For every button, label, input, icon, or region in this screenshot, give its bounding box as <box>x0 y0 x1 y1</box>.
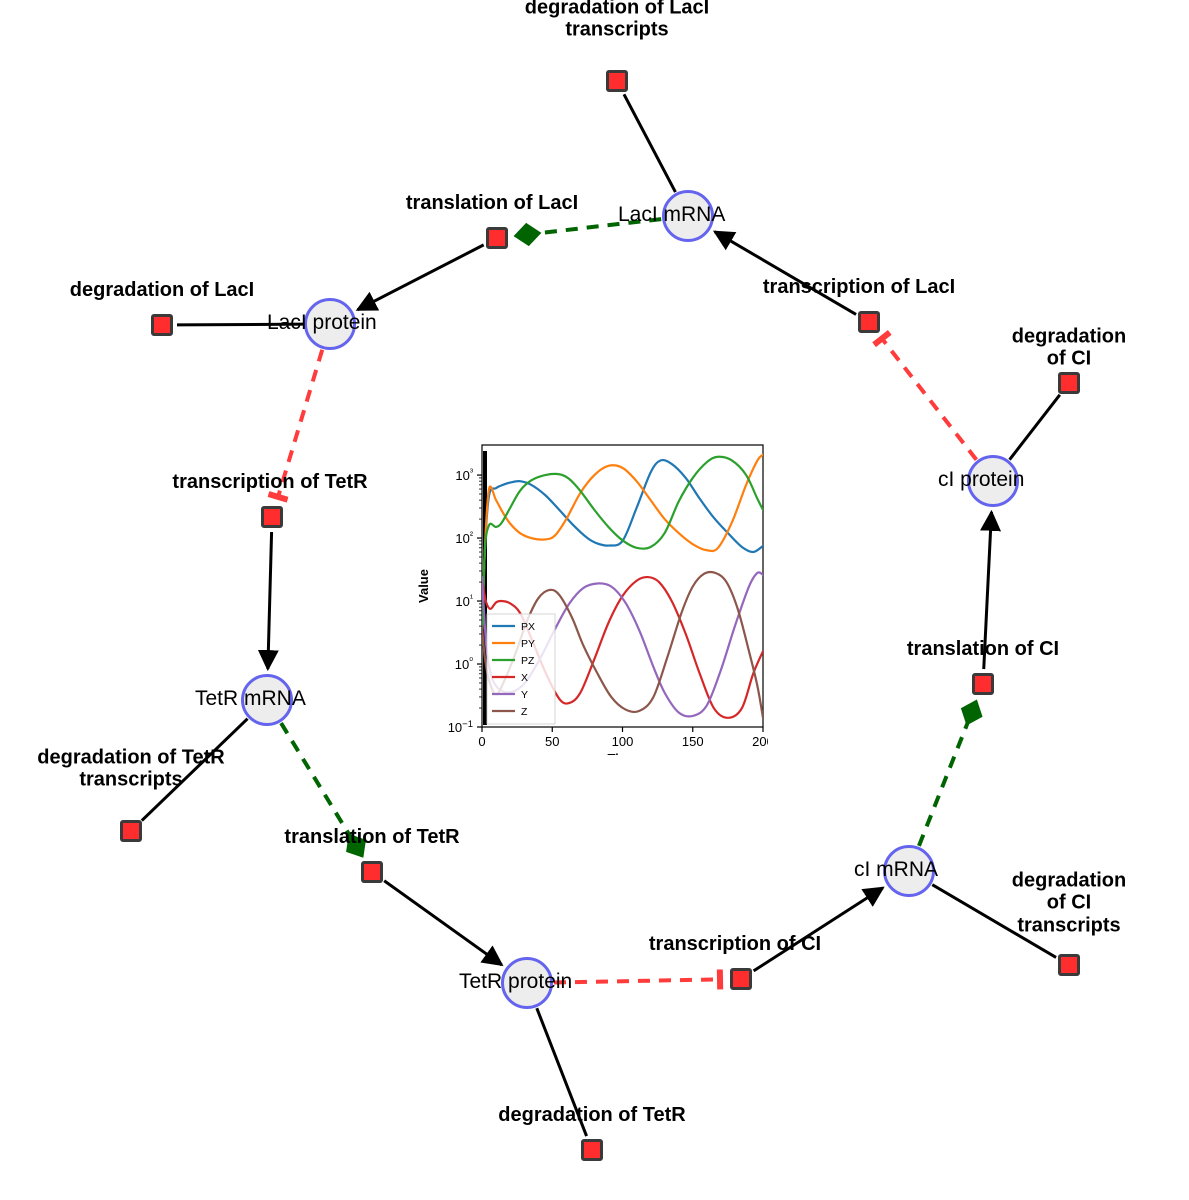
edge-deg_ci-to-ci_protein <box>1008 393 1061 461</box>
chart-xtick-label: 50 <box>545 734 559 749</box>
species-label-ci_mrna: cI mRNA <box>854 858 938 881</box>
species-node-laci_mrna[interactable] <box>662 190 714 242</box>
chart-ytick-label: 10¹ <box>455 593 473 610</box>
chart-legend-label-PX: PX <box>521 621 535 633</box>
reaction-node-deg_laci[interactable] <box>151 314 173 336</box>
reaction-node-deg_tetr[interactable] <box>581 1139 603 1161</box>
chart-xtick-label: 100 <box>612 734 634 749</box>
reaction-label-deg_tetr: degradation of TetR <box>498 1103 686 1126</box>
reaction-label-transl_tetr: translation of TetR <box>284 825 460 848</box>
chart-ytick-label: 10² <box>455 530 473 547</box>
edge-ci_mrna-to-deg_ci_transcripts <box>931 883 1057 959</box>
timecourse-plot: 10−1 10⁰ 10¹ 10² 10³ 0 50 100 150 200 Time Value PX P… <box>410 437 768 755</box>
edge-tetr_protein-to-transc_ci <box>553 969 724 990</box>
reaction-node-transl_laci[interactable] <box>486 227 508 249</box>
reaction-node-deg_laci_transcripts[interactable] <box>606 70 628 92</box>
chart-ytick-label: 10⁰ <box>455 656 473 673</box>
edge-ci_mrna-to-transl_ci <box>917 699 983 847</box>
chart-legend-label-X: X <box>521 672 528 684</box>
reaction-label-transc_tetr: transcription of TetR <box>172 470 368 493</box>
reaction-node-deg_ci[interactable] <box>1058 372 1080 394</box>
reaction-label-deg_laci: degradation of LacI <box>69 278 255 301</box>
edge-tetr_mrna-to-transl_tetr <box>279 722 366 858</box>
reaction-node-transl_ci[interactable] <box>972 673 994 695</box>
reaction-label-transc_laci: transcription of LacI <box>762 275 956 298</box>
edge-tetr_protein-to-deg_tetr <box>535 1007 588 1137</box>
species-label-laci_mrna: LacI mRNA <box>618 203 726 226</box>
chart-legend-label-Y: Y <box>521 689 528 701</box>
edge-transl_laci-to-laci_protein <box>355 243 485 312</box>
edge-transl_ci-to-ci_protein <box>980 509 1002 670</box>
species-node-ci_protein[interactable] <box>967 455 1019 507</box>
chart-xlabel: Time <box>607 751 637 755</box>
reaction-node-deg_ci_transcripts[interactable] <box>1058 954 1080 976</box>
reaction-label-deg_laci_transcripts: degradation of LacI transcripts <box>524 0 710 41</box>
edge-transc_ci-to-ci_mrna <box>752 886 885 973</box>
edge-deg_laci-to-laci_protein <box>176 322 304 327</box>
edge-transc_laci-to-laci_mrna <box>712 230 857 316</box>
species-label-tetr_protein: TetR protein <box>459 970 573 993</box>
species-label-laci_protein: LacI protein <box>267 311 377 334</box>
reaction-node-transc_tetr[interactable] <box>261 506 283 528</box>
reaction-node-transc_ci[interactable] <box>730 968 752 990</box>
reaction-label-transl_laci: translation of LacI <box>405 191 579 214</box>
reaction-label-transc_ci: transcription of CI <box>648 932 822 955</box>
edge-transl_tetr-to-tetr_protein <box>383 879 504 967</box>
chart-ylabel: Value <box>416 569 431 603</box>
chart-xtick-label: 0 <box>478 734 485 749</box>
chart-series-PZ <box>482 455 763 647</box>
timecourse-chart-svg: 10−1 10⁰ 10¹ 10² 10³ 0 50 100 150 200 Time Value PX P… <box>410 437 768 755</box>
chart-legend-label-PZ: PZ <box>521 655 535 667</box>
chart-series-PX <box>482 458 763 647</box>
species-label-tetr_mrna: TetR mRNA <box>195 687 306 710</box>
reaction-label-deg_ci_transcripts: degradation of CI transcripts <box>1011 869 1127 937</box>
edge-laci_mrna-to-deg_laci_transcripts <box>622 93 677 193</box>
chart-xtick-label: 200 <box>752 734 768 749</box>
reaction-node-deg_tetr_transcripts[interactable] <box>120 820 142 842</box>
chart-xtick-label: 150 <box>682 734 704 749</box>
chart-legend-label-PY: PY <box>521 638 535 650</box>
edge-laci_protein-to-transc_tetr <box>267 349 325 503</box>
edge-laci_mrna-to-transl_laci <box>513 217 662 247</box>
species-node-tetr_mrna[interactable] <box>241 674 293 726</box>
reaction-label-deg_ci: degradation of CI <box>1011 325 1127 370</box>
chart-ytick-label: 10³ <box>455 467 473 484</box>
edge-transc_tetr-to-tetr_mrna <box>257 531 279 672</box>
species-node-ci_mrna[interactable] <box>883 845 935 897</box>
species-node-laci_protein[interactable] <box>304 298 356 350</box>
reaction-label-deg_tetr_transcripts: degradation of TetR transcripts <box>37 746 225 791</box>
reaction-node-transc_laci[interactable] <box>858 311 880 333</box>
edge-ci_protein-to-transc_laci <box>872 330 978 461</box>
species-node-tetr_protein[interactable] <box>501 957 553 1009</box>
chart-legend-box <box>486 613 556 725</box>
chart-legend-label-Z: Z <box>521 706 528 718</box>
species-label-ci_protein: cI protein <box>938 468 1025 491</box>
chart-series-PY <box>482 453 763 647</box>
reaction-node-transl_tetr[interactable] <box>361 861 383 883</box>
reaction-label-transl_ci: translation of CI <box>906 637 1060 660</box>
chart-ytick-label: 10−1 <box>448 719 473 736</box>
edge-tetr_mrna-to-deg_tetr_transcripts <box>140 717 249 822</box>
